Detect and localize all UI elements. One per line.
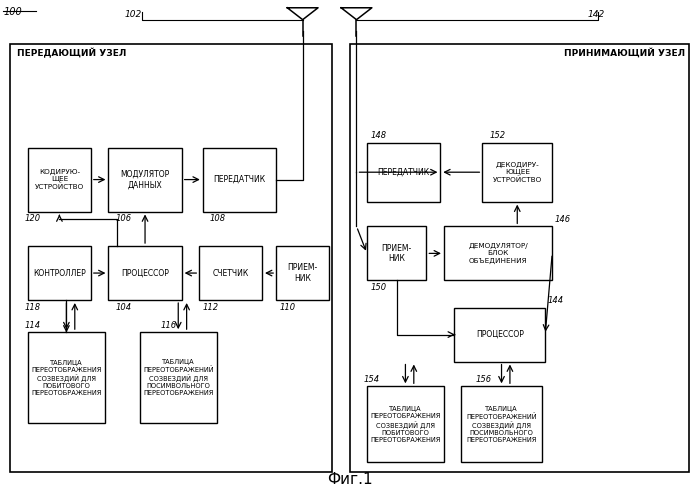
FancyBboxPatch shape [444,226,552,280]
Text: ДЕКОДИРУ-
ЮЩЕЕ
УСТРОЙСТВО: ДЕКОДИРУ- ЮЩЕЕ УСТРОЙСТВО [493,162,542,183]
Text: ТАБЛИЦА
ПЕРЕОТОБРАЖЕНИЙ
СОЗВЕЗДИЙ ДЛЯ
ПОСИМВОЛЬНОГО
ПЕРЕОТОБРАЖЕНИЯ: ТАБЛИЦА ПЕРЕОТОБРАЖЕНИЙ СОЗВЕЗДИЙ ДЛЯ ПО… [466,406,537,443]
FancyBboxPatch shape [199,246,262,300]
FancyBboxPatch shape [367,226,426,280]
Text: 150: 150 [370,283,387,292]
Text: ПРИЕМ-
НИК: ПРИЕМ- НИК [287,263,317,283]
Text: ПРОЦЕССОР: ПРОЦЕССОР [121,269,169,277]
FancyBboxPatch shape [203,148,276,212]
Text: 102: 102 [124,10,142,19]
FancyBboxPatch shape [108,246,182,300]
FancyBboxPatch shape [140,332,217,423]
Text: 118: 118 [24,303,41,311]
FancyBboxPatch shape [350,44,689,472]
Text: КОДИРУЮ-
ЩЕЕ
УСТРОЙСТВО: КОДИРУЮ- ЩЕЕ УСТРОЙСТВО [35,169,84,190]
Text: 144: 144 [547,296,563,305]
Text: 146: 146 [554,215,570,224]
Text: ТАБЛИЦА
ПЕРЕОТОБРАЖЕНИЯ
СОЗВЕЗДИЙ ДЛЯ
ПОБИТОВОГО
ПЕРЕОТОБРАЖЕНИЯ: ТАБЛИЦА ПЕРЕОТОБРАЖЕНИЯ СОЗВЕЗДИЙ ДЛЯ ПО… [370,406,440,442]
Text: ПЕРЕДАЮЩИЙ УЗЕЛ: ПЕРЕДАЮЩИЙ УЗЕЛ [17,48,127,59]
Text: 110: 110 [280,303,296,311]
Text: 100: 100 [3,7,22,17]
FancyBboxPatch shape [482,143,552,202]
Text: 104: 104 [115,303,131,311]
Text: ТАБЛИЦА
ПЕРЕОТОБРАЖЕНИЯ
СОЗВЕЗДИЙ ДЛЯ
ПОБИТОВОГО
ПЕРЕОТОБРАЖЕНИЯ: ТАБЛИЦА ПЕРЕОТОБРАЖЕНИЯ СОЗВЕЗДИЙ ДЛЯ ПО… [31,360,101,396]
Text: 112: 112 [203,303,219,311]
Text: 106: 106 [115,214,131,223]
Text: ПРОЦЕССОР: ПРОЦЕССОР [476,330,524,339]
Text: 108: 108 [210,214,226,223]
Text: 114: 114 [24,321,41,330]
FancyBboxPatch shape [367,143,440,202]
FancyBboxPatch shape [28,332,105,423]
Text: 154: 154 [363,375,380,384]
FancyBboxPatch shape [28,246,91,300]
FancyBboxPatch shape [454,308,545,362]
FancyBboxPatch shape [276,246,329,300]
Text: 148: 148 [370,131,387,140]
Text: 142: 142 [587,10,605,19]
Text: ПЕРЕДАТЧИК: ПЕРЕДАТЧИК [213,175,266,184]
Text: МОДУЛЯТОР
ДАННЫХ: МОДУЛЯТОР ДАННЫХ [120,170,170,189]
FancyBboxPatch shape [367,386,444,462]
Text: ПРИЕМ-
НИК: ПРИЕМ- НИК [382,244,412,263]
Text: 120: 120 [24,214,41,223]
Text: Фиг.1: Фиг.1 [326,472,373,487]
FancyBboxPatch shape [28,148,91,212]
FancyBboxPatch shape [461,386,542,462]
Text: СЧЕТЧИК: СЧЕТЧИК [212,269,249,277]
Text: 116: 116 [161,321,177,330]
Text: ПЕРЕДАТЧИК: ПЕРЕДАТЧИК [377,168,430,177]
FancyBboxPatch shape [10,44,332,472]
Text: ТАБЛИЦА
ПЕРЕОТОБРАЖЕНИЙ
СОЗВЕЗДИЙ ДЛЯ
ПОСИМВОЛЬНОГО
ПЕРЕОТОБРАЖЕНИЯ: ТАБЛИЦА ПЕРЕОТОБРАЖЕНИЙ СОЗВЕЗДИЙ ДЛЯ ПО… [143,359,214,396]
Text: ДЕМОДУЛЯТОР/
БЛОК
ОБЪЕДИНЕНИЯ: ДЕМОДУЛЯТОР/ БЛОК ОБЪЕДИНЕНИЯ [468,243,528,264]
Text: 152: 152 [489,131,505,140]
Text: ПРИНИМАЮЩИЙ УЗЕЛ: ПРИНИМАЮЩИЙ УЗЕЛ [564,48,685,58]
Text: 156: 156 [475,375,491,384]
Text: КОНТРОЛЛЕР: КОНТРОЛЛЕР [33,269,86,277]
FancyBboxPatch shape [108,148,182,212]
